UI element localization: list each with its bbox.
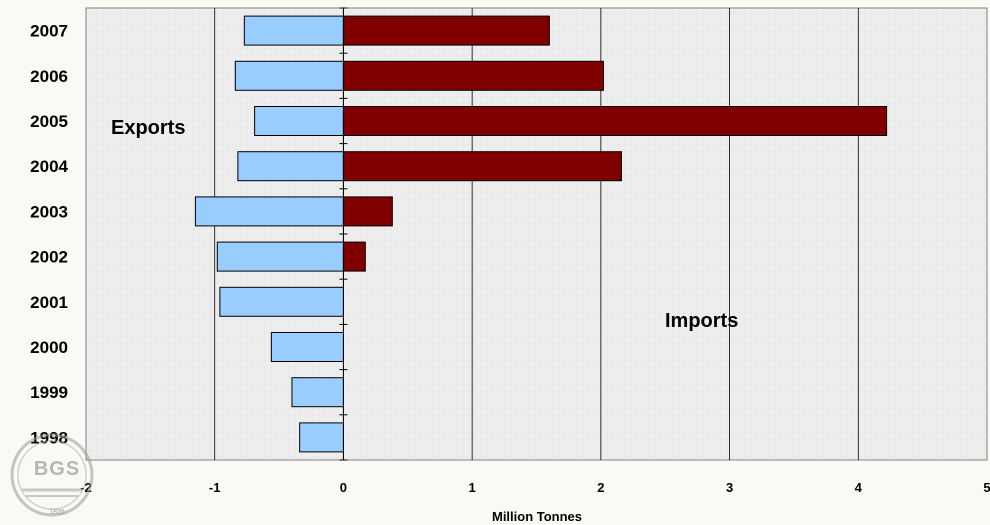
y-category-label: 2001 — [30, 293, 68, 312]
y-category-label: 2007 — [30, 22, 68, 41]
imports-bar — [342, 151, 622, 182]
imports-bar — [342, 15, 550, 46]
exports-bar — [234, 60, 344, 91]
y-category-label: 2005 — [30, 112, 68, 131]
exports-bar — [254, 106, 344, 136]
x-tick-label: 2 — [597, 480, 604, 495]
x-tick-label: -2 — [80, 480, 92, 495]
x-axis-title: Million Tonnes — [492, 509, 582, 524]
exports-bar — [270, 332, 344, 362]
y-category-label: 2000 — [30, 338, 68, 357]
exports-bar — [243, 15, 344, 46]
logo-text: BGS — [33, 458, 81, 480]
imports-annotation: Imports — [665, 310, 738, 332]
x-tick-label: 4 — [855, 480, 863, 495]
exports-bar — [216, 241, 344, 272]
x-tick-label: 1 — [469, 480, 476, 495]
x-tick-label: 3 — [726, 480, 733, 495]
exports-annotation: Exports — [111, 117, 185, 139]
exports-bar — [291, 377, 344, 408]
exports-bar — [299, 422, 344, 453]
imports-bar — [342, 196, 393, 227]
bgs-logo-icon — [10, 433, 94, 517]
exports-bar — [237, 151, 344, 182]
bars — [194, 15, 888, 453]
y-category-label: 2004 — [30, 157, 68, 176]
y-category-label: 2006 — [30, 67, 68, 86]
x-tick-label: -1 — [209, 480, 221, 495]
y-category-label: 2002 — [30, 248, 68, 267]
imports-bar — [342, 106, 888, 136]
zero-axis — [339, 7, 348, 461]
x-tick-label: 5 — [983, 480, 990, 495]
imports-bar — [342, 241, 366, 272]
exports-bar — [219, 286, 344, 317]
y-category-label: 2003 — [30, 202, 68, 221]
exports-bar — [194, 196, 344, 227]
x-tick-labels: -2 -1 0 1 2 3 4 5 — [80, 480, 990, 495]
y-category-label: 1999 — [30, 383, 68, 402]
logo-year: 1835 — [49, 509, 65, 516]
imports-bar — [342, 60, 604, 91]
x-tick-label: 0 — [340, 480, 347, 495]
